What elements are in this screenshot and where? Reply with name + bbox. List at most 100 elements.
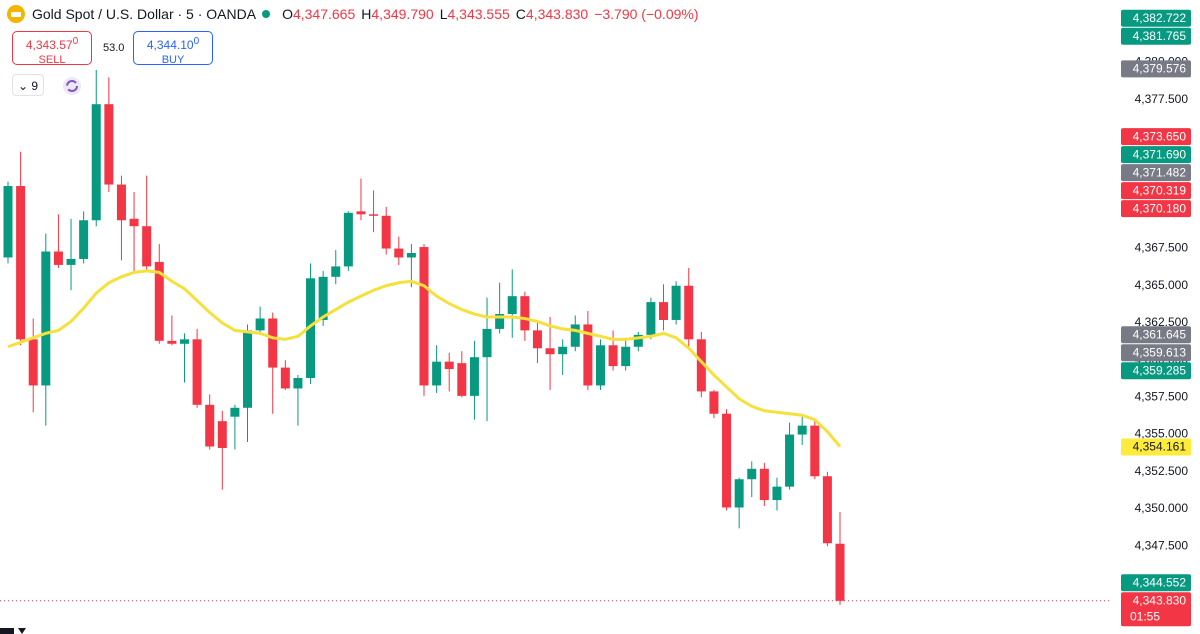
price-badge-timer: 01:55 bbox=[1130, 609, 1160, 623]
y-tick-label: 4,350.000 bbox=[1135, 501, 1189, 515]
candle-body bbox=[116, 184, 126, 221]
candle-body bbox=[154, 261, 164, 341]
header: Gold Spot / U.S. Dollar · 5 · OANDA O 4,3… bbox=[6, 4, 699, 24]
price-badge-label: 4,382.722 bbox=[1133, 11, 1187, 25]
candle-body bbox=[179, 339, 189, 344]
price-badge-bg bbox=[1121, 164, 1191, 182]
ohlc: O 4,347.665 H 4,349.790 L 4,343.555 C 4,343.830 bbox=[276, 6, 588, 22]
price-badge: 4,359.613 bbox=[1121, 344, 1191, 362]
price-badge-label: 4,371.482 bbox=[1133, 165, 1187, 179]
price-badge-label: 4,370.319 bbox=[1133, 183, 1187, 197]
sell-label: SELL bbox=[38, 54, 66, 66]
candle-body bbox=[41, 251, 51, 386]
candle-body bbox=[595, 345, 605, 386]
price-badge: 4,343.830 01:55 bbox=[1121, 592, 1191, 627]
candle-body bbox=[709, 391, 719, 414]
ohlc-key: C bbox=[515, 6, 526, 22]
price-badge-bg bbox=[1121, 146, 1191, 164]
price-badge: 4,379.576 bbox=[1121, 60, 1191, 78]
price-badge-bg bbox=[1121, 592, 1191, 627]
symbol-icon bbox=[7, 5, 25, 23]
price-badge: 4,370.319 bbox=[1121, 182, 1191, 200]
y-tick-label: 4,377.500 bbox=[1135, 92, 1189, 106]
price-badge-label: 4,379.576 bbox=[1133, 61, 1187, 75]
candle-body bbox=[772, 486, 782, 501]
candle-body bbox=[381, 215, 391, 249]
candle-body bbox=[810, 425, 820, 477]
candle-body bbox=[268, 318, 278, 368]
indicators-toggle[interactable]: ⌄ 9 bbox=[12, 74, 44, 96]
candle-body bbox=[230, 407, 240, 417]
price-badge: 4,371.690 bbox=[1121, 146, 1191, 164]
price-badge: 4,370.180 bbox=[1121, 200, 1191, 218]
candle-body bbox=[3, 186, 13, 258]
y-tick-label: 4,347.500 bbox=[1135, 538, 1189, 552]
candle-body bbox=[28, 339, 38, 386]
candle-body bbox=[419, 247, 429, 386]
candle-body bbox=[558, 346, 568, 355]
buy-button[interactable]: 4,344.100 BUY bbox=[133, 31, 213, 66]
refresh-icon[interactable] bbox=[62, 76, 82, 96]
candle-body bbox=[646, 302, 656, 335]
moving-average bbox=[7, 269, 842, 448]
price-badge-label: 4,359.285 bbox=[1133, 363, 1187, 377]
price-badge: 4,381.765 bbox=[1121, 27, 1191, 45]
candle-body bbox=[293, 378, 303, 389]
price-badge: 4,354.161 bbox=[1121, 438, 1191, 456]
candle-body bbox=[835, 543, 845, 601]
candle-body bbox=[280, 367, 290, 389]
candle-body bbox=[167, 340, 177, 344]
sell-price: 4,343.57 bbox=[25, 38, 73, 52]
price-badge-label: 4,381.765 bbox=[1133, 29, 1187, 43]
candle-body bbox=[822, 476, 832, 544]
ohlc-key: O bbox=[282, 6, 293, 22]
buy-label: BUY bbox=[161, 54, 185, 66]
symbol: Gold Spot / U.S. Dollar · 5 · OANDA bbox=[32, 6, 257, 22]
candle-body bbox=[79, 220, 89, 259]
candle-body bbox=[583, 324, 593, 386]
candle-body bbox=[621, 346, 631, 367]
price-badge: 4,361.645 bbox=[1121, 326, 1191, 344]
buy-sup: 0 bbox=[193, 36, 200, 47]
price-badge-label: 4,361.645 bbox=[1133, 327, 1187, 341]
candle-body bbox=[482, 328, 492, 358]
y-tick-label: 4,362.500 bbox=[1135, 315, 1189, 329]
price-badge-bg bbox=[1121, 362, 1191, 380]
candle-body bbox=[734, 479, 744, 508]
price-badge-bg bbox=[1121, 326, 1191, 344]
ohlc-key: H bbox=[361, 6, 372, 22]
candle-body bbox=[142, 226, 152, 267]
price-badge-bg bbox=[1121, 60, 1191, 78]
candle-body bbox=[217, 421, 227, 448]
price-badge: 4,382.722 bbox=[1121, 9, 1191, 27]
y-tick-label: 4,357.500 bbox=[1135, 390, 1189, 404]
candle-body bbox=[545, 348, 555, 355]
price-badge: 4,371.482 bbox=[1121, 164, 1191, 182]
price-badge-bg bbox=[1121, 9, 1191, 27]
price-badge: 4,373.650 bbox=[1121, 128, 1191, 146]
indicators-count: 9 bbox=[31, 79, 39, 93]
candle-body bbox=[495, 314, 505, 329]
candle-body bbox=[507, 296, 517, 315]
candle-body bbox=[797, 425, 807, 435]
candle-body bbox=[722, 413, 732, 508]
candle-body bbox=[205, 404, 215, 447]
candle-body bbox=[16, 186, 26, 340]
spread: 53.0 bbox=[103, 42, 125, 54]
price-badge-bg bbox=[1121, 438, 1191, 456]
sell-button[interactable]: 4,343.570 SELL bbox=[12, 31, 92, 66]
candle-body bbox=[91, 104, 101, 221]
ohlc-value: 4,343.555 bbox=[447, 6, 510, 22]
candle-body bbox=[633, 334, 643, 347]
price-badge-bg bbox=[1121, 574, 1191, 592]
candle-body bbox=[520, 296, 530, 331]
status-dot bbox=[262, 10, 271, 18]
price-badge-label: 4,343.830 bbox=[1133, 593, 1187, 607]
candle-body bbox=[343, 212, 353, 267]
candle-body bbox=[671, 285, 681, 320]
candle-body bbox=[66, 258, 76, 265]
candle-body bbox=[306, 278, 316, 379]
price-badge-label: 4,354.161 bbox=[1133, 440, 1187, 454]
candle-body bbox=[659, 302, 669, 320]
